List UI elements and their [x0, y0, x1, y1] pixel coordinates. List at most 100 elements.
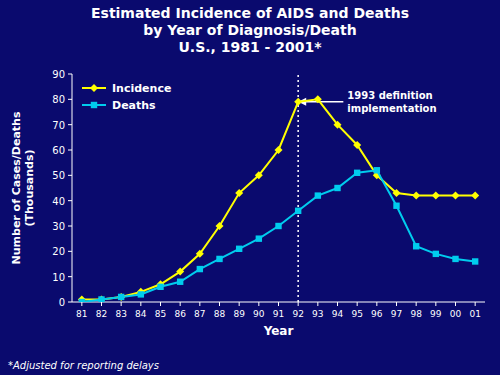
point — [196, 250, 204, 258]
x-tick — [81, 302, 82, 306]
y-axis-label-group: Number of Cases/Deaths(Thousands) — [10, 111, 36, 264]
y-tick — [68, 251, 72, 252]
point — [275, 146, 283, 154]
y-tick-label: 0 — [59, 297, 65, 308]
point — [294, 98, 302, 106]
y-tick-label: 10 — [52, 272, 65, 283]
point — [138, 291, 144, 297]
x-tick-label: 82 — [96, 309, 107, 319]
x-tick — [160, 302, 161, 306]
x-tick-label: 95 — [351, 309, 362, 319]
background — [0, 0, 500, 375]
point — [275, 223, 281, 229]
y-tick — [68, 99, 72, 100]
x-tick — [396, 302, 397, 306]
x-tick-label: 99 — [430, 309, 442, 319]
x-tick — [475, 302, 476, 306]
point — [295, 208, 301, 214]
point — [176, 268, 184, 276]
y-tick — [68, 226, 72, 227]
point — [197, 266, 203, 272]
x-tick — [455, 302, 456, 306]
title: Estimated Incidence of AIDS and Deathsby… — [91, 5, 409, 55]
point — [393, 189, 401, 197]
series-line — [82, 99, 475, 299]
point — [432, 192, 440, 200]
x-tick — [219, 302, 220, 306]
x-axis-label: Year — [263, 324, 294, 338]
data-layer — [78, 95, 479, 302]
x-tick-label: 83 — [115, 309, 126, 319]
annotation-vline — [297, 74, 299, 302]
point — [393, 203, 399, 209]
point — [471, 192, 479, 200]
x-tick — [376, 302, 377, 306]
y-tick — [68, 175, 72, 176]
text-line: by Year of Diagnosis/Death — [143, 22, 356, 38]
x-tick — [140, 302, 141, 306]
x-tick — [416, 302, 417, 306]
y-tick — [68, 200, 72, 201]
x-tick-label: 91 — [273, 309, 284, 319]
point — [353, 141, 361, 149]
annotation-text: 1993 definition implementation — [347, 90, 436, 114]
y-tick-label: 90 — [52, 69, 65, 80]
point — [452, 192, 460, 200]
x-tick — [199, 302, 200, 306]
point — [452, 256, 458, 262]
x-tick — [337, 302, 338, 306]
point — [235, 189, 243, 197]
point — [98, 296, 104, 302]
x-tick-label: 85 — [155, 309, 166, 319]
series-line — [82, 170, 475, 302]
y-tick — [68, 276, 72, 277]
text-line: U.S., 1981 - 2001* — [178, 39, 322, 55]
x-tick-label: 94 — [332, 309, 344, 319]
point — [256, 235, 262, 241]
x-tick-label: 86 — [174, 309, 186, 319]
point — [315, 192, 321, 198]
legend-marker — [90, 84, 98, 92]
y-tick-label: 50 — [52, 170, 65, 181]
y-tick — [68, 150, 72, 151]
y-tick-label: 60 — [52, 145, 65, 156]
legend-marker — [91, 102, 97, 108]
point — [354, 170, 360, 176]
legend-label: Deaths — [112, 99, 156, 112]
text-line: 1993 definition — [347, 90, 432, 101]
text-line: Estimated Incidence of AIDS and Deaths — [91, 5, 409, 21]
x-tick — [258, 302, 259, 306]
point — [236, 246, 242, 252]
point — [334, 121, 342, 129]
text-line: (Thousands) — [23, 150, 36, 227]
text-line: implementation — [347, 103, 436, 114]
y-tick-label: 20 — [52, 246, 65, 257]
x-tick-label: 96 — [371, 309, 383, 319]
point — [216, 256, 222, 262]
x-tick-label: 88 — [214, 309, 226, 319]
x-tick — [239, 302, 240, 306]
x-tick-label: 92 — [292, 309, 303, 319]
y-tick — [68, 124, 72, 125]
point — [157, 284, 163, 290]
point — [118, 294, 124, 300]
x-tick-label: 93 — [312, 309, 323, 319]
point — [117, 293, 125, 301]
y-tick — [68, 302, 72, 303]
x-tick-label: 87 — [194, 309, 205, 319]
x-tick-label: 81 — [76, 309, 87, 319]
point — [412, 192, 420, 200]
point — [79, 299, 85, 302]
y-axis — [72, 74, 73, 302]
point — [98, 295, 106, 302]
y-tick-label: 70 — [52, 120, 65, 131]
point — [334, 185, 340, 191]
x-tick-label: 84 — [135, 309, 147, 319]
y-axis-label: Number of Cases/Deaths(Thousands) — [10, 111, 36, 264]
x-tick — [317, 302, 318, 306]
point — [472, 258, 478, 264]
x-tick — [101, 302, 102, 306]
point — [177, 279, 183, 285]
x-tick — [357, 302, 358, 306]
legend: IncidenceDeaths — [82, 82, 171, 112]
